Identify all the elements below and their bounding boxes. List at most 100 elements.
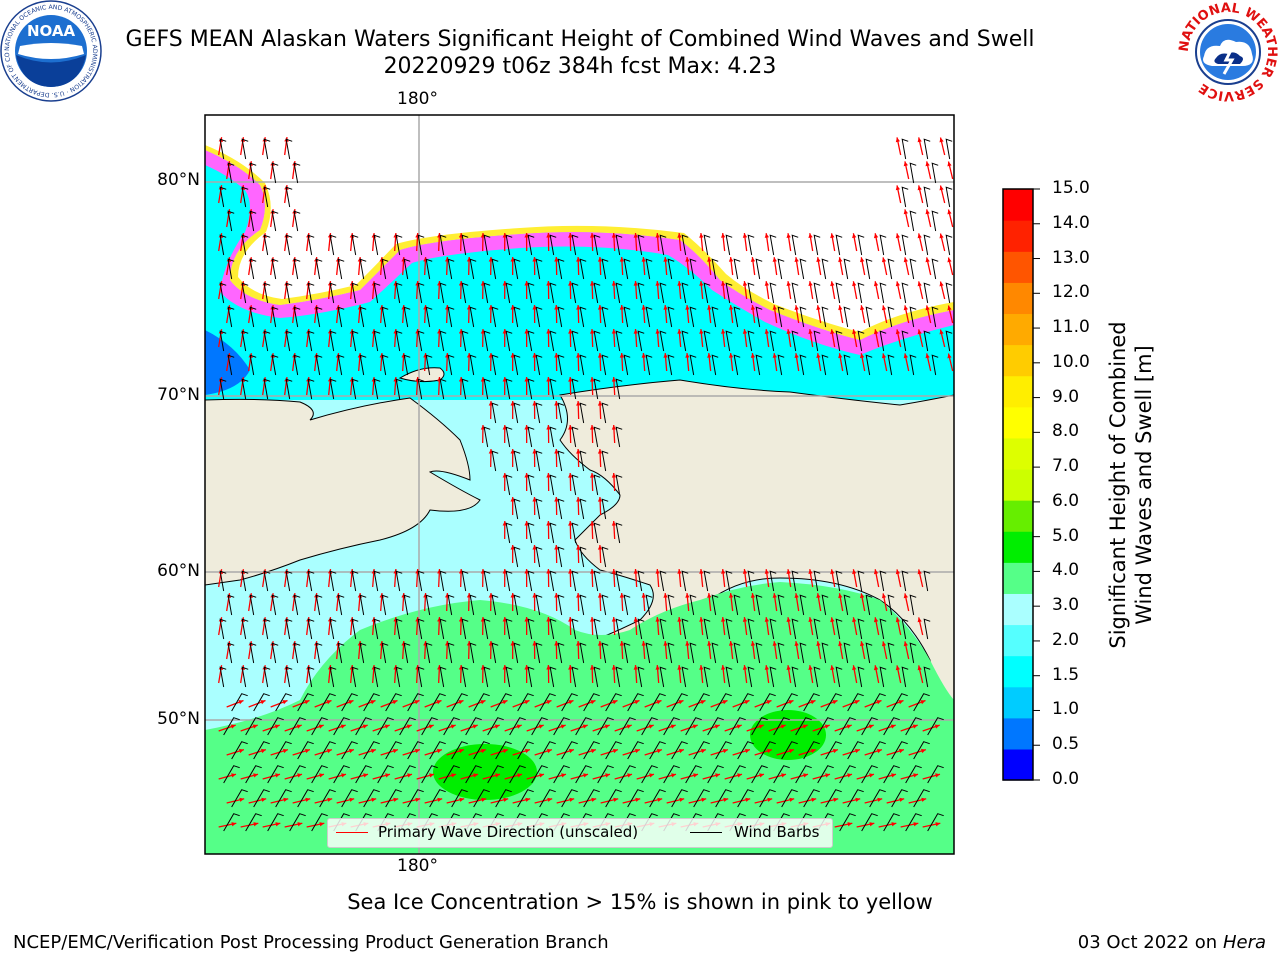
wave-arrow-head — [648, 724, 654, 729]
wind-barb — [307, 618, 315, 640]
wave-arrow-head — [895, 329, 900, 335]
wave-arrow-head — [532, 593, 537, 598]
colorbar-segment — [1003, 500, 1033, 532]
wave-arrow-head — [764, 281, 769, 286]
wind-barb — [615, 426, 623, 448]
wave-arrow-head — [766, 748, 772, 754]
wind-barb — [777, 642, 785, 664]
wind-barb — [451, 741, 468, 760]
wind-barb — [491, 306, 499, 328]
wind-barb — [747, 570, 755, 592]
wind-barb — [447, 642, 455, 664]
wave-arrow-head — [794, 353, 799, 358]
wind-barb — [953, 162, 954, 166]
wind-barb — [601, 306, 609, 328]
wave-arrow-head — [554, 545, 559, 550]
wind-barb — [685, 765, 702, 784]
wave-arrow-head — [802, 724, 808, 729]
wind-barb — [561, 789, 578, 808]
wave-arrow-head — [873, 233, 879, 239]
wind-barb — [605, 693, 622, 712]
wave-arrow-head — [510, 497, 515, 502]
wind-barb — [619, 717, 636, 736]
wave-arrow-head — [635, 797, 641, 802]
wave-arrow-head — [641, 305, 646, 310]
wave-arrow-head — [947, 161, 952, 167]
wind-barb — [275, 693, 292, 712]
wind-barb — [879, 666, 887, 688]
colorbar-tick-label: 6.0 — [1052, 490, 1080, 511]
wind-barb — [579, 594, 587, 616]
wave-arrow-head — [326, 748, 332, 754]
wind-barb — [271, 210, 279, 232]
wave-arrow-head — [611, 281, 617, 286]
wave-arrow-head — [810, 748, 816, 754]
wave-arrow-head — [794, 641, 799, 646]
wind-barb — [689, 594, 697, 616]
wind-barb — [879, 234, 887, 256]
wave-arrow-head — [605, 773, 610, 778]
wind-barb — [659, 330, 667, 352]
colorbar-segment — [1003, 562, 1033, 594]
wave-arrow-head — [780, 724, 786, 729]
wind-barb — [769, 234, 777, 256]
wave-arrow-head — [619, 641, 625, 646]
wind-barb — [843, 642, 851, 664]
wave-arrow-head — [794, 257, 799, 262]
wave-arrow-head — [663, 353, 668, 358]
wave-arrow-head — [472, 724, 478, 729]
wave-arrow-head — [524, 569, 529, 574]
wind-barb — [641, 765, 658, 784]
wave-arrow-head — [275, 822, 281, 827]
wave-arrow-head — [554, 497, 559, 502]
wind-barb — [315, 306, 323, 328]
wind-barb — [417, 666, 425, 688]
wind-barb — [615, 234, 623, 256]
wind-barb — [505, 282, 513, 304]
wave-arrow-head — [678, 748, 684, 754]
colorbar-title-line2: Wind Waves and Swell [m] — [1132, 345, 1156, 625]
wind-barb — [373, 282, 381, 304]
wave-arrow-head — [392, 700, 398, 705]
wind-barb — [813, 618, 821, 640]
wind-barb — [271, 642, 279, 664]
wave-arrow-head — [525, 797, 531, 802]
wave-arrow-head — [846, 724, 852, 729]
wave-arrow-head — [745, 797, 751, 802]
wave-arrow-head — [619, 257, 625, 262]
wave-arrow-head — [349, 797, 355, 802]
wind-barb — [571, 666, 579, 688]
wind-barb — [403, 594, 411, 616]
wave-arrow-head — [546, 700, 552, 705]
wave-arrow-head — [808, 569, 813, 574]
wind-barb — [857, 330, 865, 352]
wave-arrow-head — [590, 233, 595, 238]
wind-barb — [791, 234, 799, 256]
wave-arrow-head — [437, 797, 443, 802]
wind-barb — [579, 450, 587, 472]
wind-barb — [505, 522, 513, 544]
wave-arrow-head — [764, 569, 769, 574]
wave-arrow-head — [428, 724, 434, 729]
wave-arrow-head — [881, 305, 887, 311]
wave-arrow-head — [546, 569, 551, 574]
wind-barb — [879, 570, 887, 592]
wave-arrow-head — [794, 305, 799, 310]
wind-barb — [227, 642, 235, 664]
wind-barb — [549, 522, 557, 544]
wave-arrow-head — [510, 449, 515, 454]
wave-arrow-head — [764, 665, 769, 670]
colorbar-segment — [1003, 375, 1033, 408]
wind-barb — [535, 354, 543, 376]
wave-arrow-head — [568, 233, 573, 238]
colorbar-tick-label: 10.0 — [1052, 351, 1090, 372]
wind-barb — [461, 330, 469, 352]
wave-arrow-head — [597, 545, 603, 550]
wave-arrow-head — [903, 257, 908, 263]
wind-barb — [557, 498, 565, 520]
wind-barb — [285, 186, 293, 208]
wind-barb — [601, 546, 609, 568]
wave-arrow-head — [576, 401, 581, 406]
wave-arrow-head — [737, 773, 742, 778]
wave-arrow-head — [847, 822, 853, 827]
